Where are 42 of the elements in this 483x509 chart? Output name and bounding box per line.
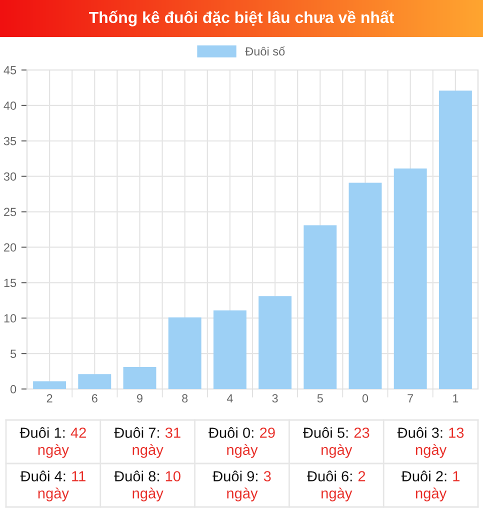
bar	[394, 168, 427, 389]
text: Đuôi 6: 2 ngày	[307, 470, 366, 502]
y-tick-label: 35	[4, 136, 16, 146]
y-tick-label: 10	[4, 314, 16, 323]
x-tick-label: 6	[92, 394, 98, 403]
text: Đuôi 3: 13 ngày	[397, 427, 464, 458]
text: Đuôi 9: 3 ngày	[212, 470, 271, 502]
bar	[258, 296, 292, 389]
text: Đuôi 8: 10 ngày	[114, 470, 180, 502]
y-tick-label: 40	[4, 101, 16, 110]
bar	[348, 182, 382, 389]
y-tick-label: 0	[10, 385, 16, 394]
x-tick-label: 5	[317, 394, 323, 403]
x-tick-label: 3	[272, 394, 278, 403]
y-tick-label: 45	[4, 66, 16, 74]
x-tick-label: 2	[46, 394, 52, 402]
bar	[213, 310, 246, 389]
legend-label: Đuôi số	[245, 46, 285, 56]
y-tick-label: 20	[4, 243, 16, 252]
x-tick-label: 8	[182, 394, 188, 403]
text: Đuôi 5: 23 ngày	[303, 427, 370, 458]
bar	[438, 90, 472, 389]
bar	[33, 381, 66, 389]
x-tick-label: 4	[226, 394, 233, 402]
y-tick-label: 15	[4, 278, 16, 288]
x-tick-label: 9	[137, 394, 142, 403]
y-tick-label: 5	[10, 350, 16, 358]
bar	[304, 225, 337, 389]
bar	[123, 367, 156, 389]
chart-title: Thống kê đuôi đặc biệt lâu chưa về nhất	[89, 10, 394, 26]
bar	[78, 374, 112, 389]
text: Đuôi 1: 42 ngày	[20, 427, 86, 458]
text: Đuôi 7: 31 ngày	[114, 427, 180, 458]
x-tick-label: 1	[453, 394, 458, 402]
x-tick-label: 7	[408, 394, 414, 402]
y-tick-label: 25	[4, 208, 16, 216]
y-tick-label: 30	[4, 172, 16, 181]
bar	[168, 317, 202, 389]
text: Đuôi 0: 29 ngày	[208, 427, 275, 458]
text: Đuôi 2: 1 ngày	[401, 470, 460, 502]
text: Đuôi 4: 11 ngày	[20, 470, 86, 502]
x-tick-label: 0	[362, 394, 368, 403]
